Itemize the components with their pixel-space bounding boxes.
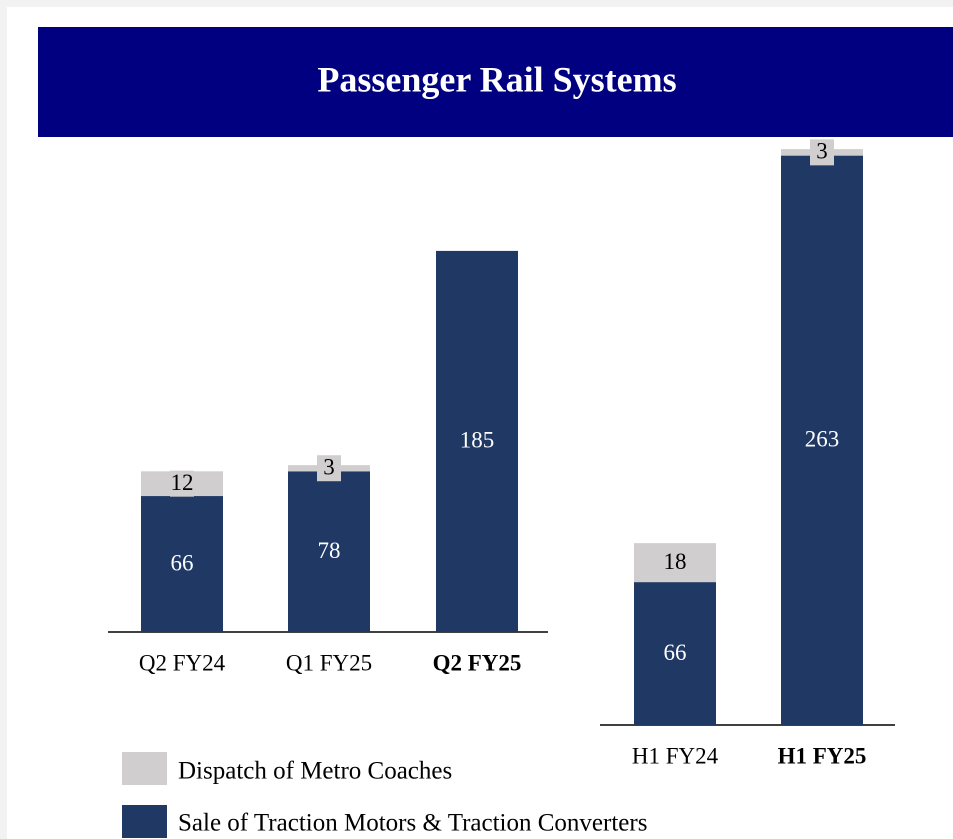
x-tick-label: H1 FY25 [778, 743, 867, 768]
bar-segment [436, 250, 518, 632]
value-label: 66 [664, 640, 687, 665]
x-tick-label: H1 FY24 [632, 743, 719, 768]
bar-segment [781, 155, 863, 726]
bar-segment [141, 496, 223, 632]
title-banner [38, 27, 953, 137]
x-tick-label: Q2 FY25 [433, 650, 522, 675]
legend-swatch [122, 805, 167, 838]
bar-segment [288, 471, 370, 632]
x-tick-label: Q2 FY24 [139, 650, 226, 675]
bar-segment [634, 582, 716, 725]
value-label: 66 [171, 550, 194, 575]
legend-swatch [122, 752, 167, 785]
value-label: 185 [460, 428, 495, 453]
x-tick-label: Q1 FY25 [286, 650, 372, 675]
value-label: 78 [318, 538, 341, 563]
legend-label: Dispatch of Metro Coaches [178, 758, 452, 785]
value-label: 3 [816, 139, 828, 164]
label-bg [810, 139, 834, 166]
value-label: 18 [664, 549, 687, 574]
legend-label: Sale of Traction Motors & Traction Conve… [178, 810, 647, 837]
value-label: 12 [171, 470, 194, 495]
value-label: 263 [805, 427, 840, 452]
value-label: 3 [323, 455, 335, 480]
bar-segment [634, 543, 716, 583]
label-bg [170, 470, 194, 497]
title: Passenger Rail Systems [317, 59, 676, 99]
label-bg [317, 455, 341, 482]
